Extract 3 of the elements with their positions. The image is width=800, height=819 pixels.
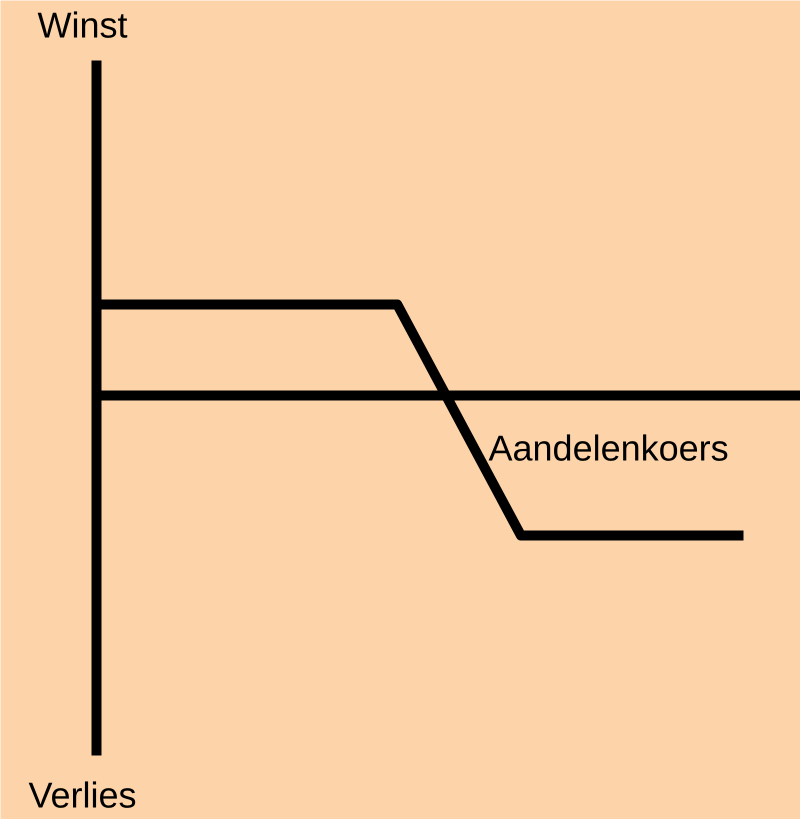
x-axis-title: Aandelenkoers <box>488 428 729 468</box>
text: Winst <box>38 4 128 46</box>
text: Verlies <box>28 774 137 816</box>
